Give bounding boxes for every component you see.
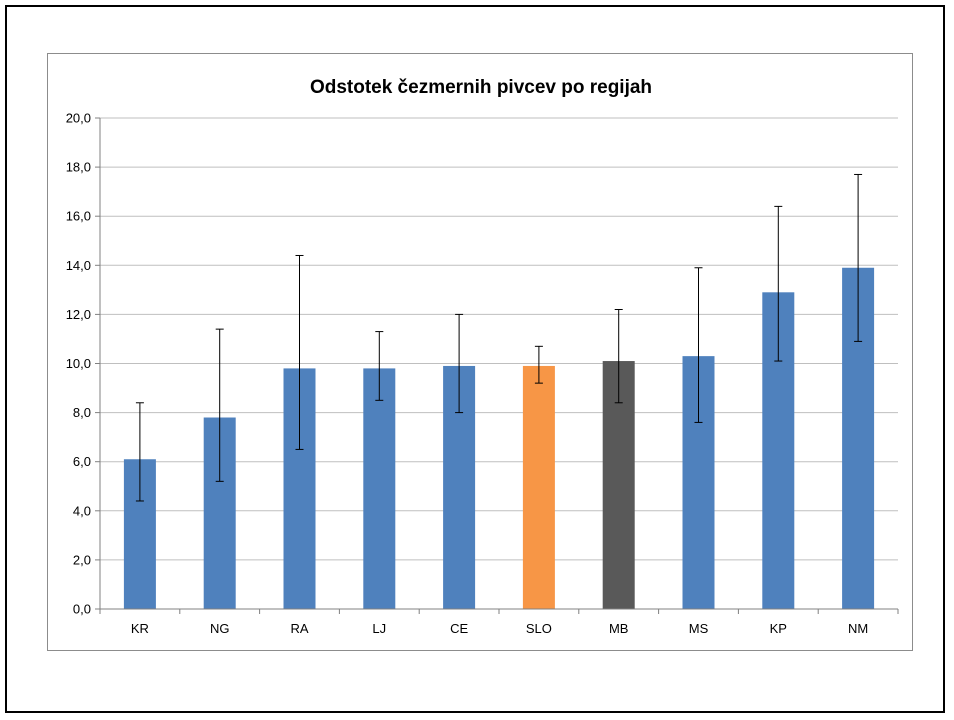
y-tick-label: 0,0	[73, 602, 91, 617]
x-tick-label: KP	[770, 621, 787, 636]
y-tick-label: 4,0	[73, 503, 91, 518]
x-tick-label: MS	[689, 621, 709, 636]
bar-lj	[363, 368, 396, 609]
x-tick-label: SLO	[526, 621, 552, 636]
x-tick-label: CE	[450, 621, 468, 636]
y-tick-label: 10,0	[66, 356, 91, 371]
y-tick-label: 16,0	[66, 209, 91, 224]
tick-labels: 0,0 2,0 4,0 6,0 8,0 10,0 12,0 14,0 16,0 18,0 20,0 K…	[66, 111, 869, 637]
bar-slo	[522, 365, 555, 609]
outer-frame	[5, 5, 945, 713]
bar-chart: Odstotek čezmernih pivcev po regijah 0,0…	[66, 77, 899, 637]
y-tick-label: 14,0	[66, 258, 91, 273]
axes	[95, 117, 899, 614]
x-tick-label: NM	[848, 621, 868, 636]
y-tick-label: 8,0	[73, 405, 91, 420]
y-tick-label: 2,0	[73, 552, 91, 567]
bars	[123, 267, 875, 609]
x-tick-label: KR	[131, 621, 149, 636]
x-tick-label: MB	[609, 621, 629, 636]
y-tick-label: 20,0	[66, 111, 91, 126]
x-tick-label: NG	[210, 621, 230, 636]
chart-container: Odstotek čezmernih pivcev po regijah 0,0…	[47, 53, 913, 651]
y-tick-label: 18,0	[66, 160, 91, 175]
y-tick-label: 12,0	[66, 307, 91, 322]
chart-title: Odstotek čezmernih pivcev po regijah	[310, 77, 652, 98]
y-tick-label: 6,0	[73, 454, 91, 469]
x-tick-label: RA	[290, 621, 308, 636]
x-tick-label: LJ	[372, 621, 386, 636]
error-bars	[135, 173, 863, 502]
